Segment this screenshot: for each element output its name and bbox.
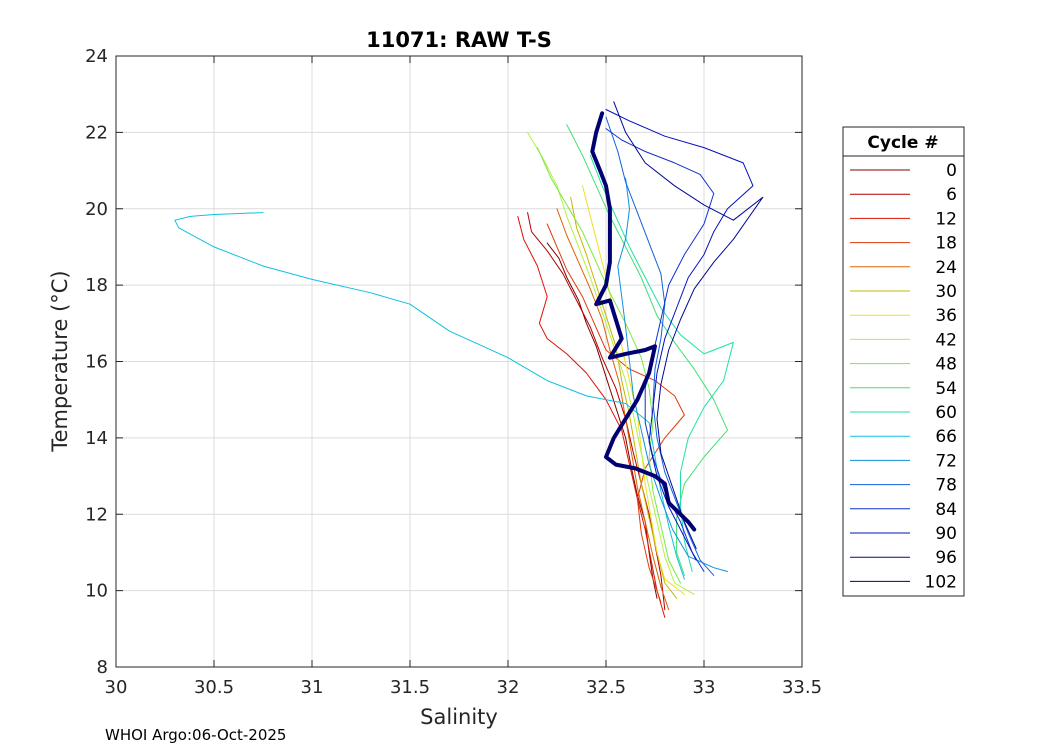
y-tick-label: 20 bbox=[85, 199, 108, 220]
legend-box bbox=[842, 126, 965, 597]
x-tick-label: 30.5 bbox=[194, 677, 234, 698]
x-tick-label: 32.5 bbox=[586, 677, 626, 698]
legend-label-cycle-102: 102 bbox=[925, 572, 957, 592]
x-tick-label: 33.5 bbox=[782, 677, 822, 698]
legend-entries: 0 6 12 18 24 30 36 42 48 54 60 66 72 78 84 90 96 102 bbox=[850, 161, 957, 592]
footer-text: WHOI Argo:06-Oct-2025 bbox=[105, 726, 286, 744]
series-line-cycle-42 bbox=[527, 131, 695, 595]
legend: Cycle # 0 6 12 18 24 30 36 42 48 54 60 66 72 78 84 90 96… bbox=[842, 126, 965, 597]
legend-label-cycle-42: 42 bbox=[935, 330, 957, 350]
ticks: 30 30.5 31 31.5 32 32.5 33 33.5 8 10 12 14 16 18 20 22 2… bbox=[85, 46, 822, 698]
legend-label-cycle-30: 30 bbox=[935, 282, 957, 302]
y-tick-label: 22 bbox=[85, 122, 108, 143]
series-line-cycle-72 bbox=[617, 177, 728, 572]
legend-label-cycle-60: 60 bbox=[935, 403, 957, 423]
series-line-cycle-102 bbox=[590, 111, 697, 532]
x-tick-label: 30 bbox=[105, 677, 128, 698]
y-tick-label: 16 bbox=[85, 352, 108, 373]
legend-label-cycle-84: 84 bbox=[935, 500, 957, 520]
series-line-cycle-60 bbox=[589, 154, 734, 572]
x-axis-label: Salinity bbox=[420, 705, 498, 729]
legend-title: Cycle # bbox=[867, 133, 938, 153]
legend-label-cycle-12: 12 bbox=[935, 209, 957, 229]
series-line-cycle-48 bbox=[536, 147, 681, 584]
legend-label-cycle-54: 54 bbox=[935, 379, 957, 399]
series-line-cycle-18 bbox=[546, 223, 685, 603]
legend-label-cycle-90: 90 bbox=[935, 524, 957, 544]
y-tick-label: 8 bbox=[97, 657, 108, 678]
legend-label-cycle-24: 24 bbox=[935, 258, 957, 278]
legend-label-cycle-48: 48 bbox=[935, 355, 957, 375]
legend-label-cycle-36: 36 bbox=[935, 306, 957, 326]
legend-label-cycle-0: 0 bbox=[946, 161, 957, 181]
chart-title: 11071: RAW T-S bbox=[366, 28, 552, 52]
legend-label-cycle-18: 18 bbox=[935, 234, 957, 254]
series-line-cycle-24 bbox=[556, 208, 670, 611]
y-axis-label: Temperature (°C) bbox=[48, 270, 72, 452]
legend-label-cycle-66: 66 bbox=[935, 427, 957, 447]
x-tick-label: 32 bbox=[497, 677, 520, 698]
x-tick-label: 31 bbox=[301, 677, 324, 698]
x-tick-label: 31.5 bbox=[390, 677, 430, 698]
y-tick-label: 14 bbox=[85, 428, 108, 449]
legend-label-cycle-6: 6 bbox=[946, 185, 957, 205]
y-tick-label: 10 bbox=[85, 581, 108, 602]
legend-label-cycle-96: 96 bbox=[935, 548, 957, 568]
series-line-cycle-12 bbox=[517, 215, 666, 618]
y-tick-label: 24 bbox=[85, 46, 108, 67]
legend-label-cycle-72: 72 bbox=[935, 451, 957, 471]
y-tick-label: 12 bbox=[85, 504, 108, 525]
legend-label-cycle-78: 78 bbox=[935, 476, 957, 496]
series-group bbox=[174, 101, 764, 618]
series-line-cycle-96 bbox=[613, 101, 764, 550]
y-tick-label: 18 bbox=[85, 275, 108, 296]
x-tick-label: 33 bbox=[693, 677, 716, 698]
